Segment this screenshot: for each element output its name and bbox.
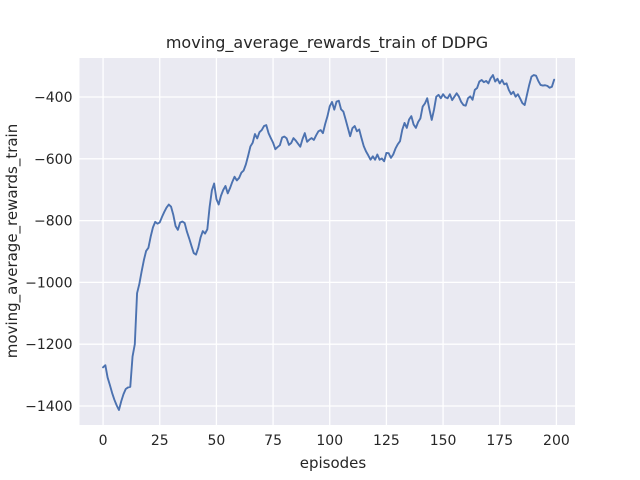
x-tick-label: 75 (264, 433, 282, 449)
y-tick-labels: −400 −600 −800 −1000 −1200 −1400 (25, 90, 72, 415)
x-tick-label: 150 (430, 433, 457, 449)
y-tick-label: −800 (34, 214, 72, 230)
grid-lines (79, 58, 575, 425)
x-tick-label: 125 (373, 433, 400, 449)
x-tick-label: 50 (207, 433, 225, 449)
x-tick-label: 175 (486, 433, 513, 449)
series-line (102, 74, 556, 411)
x-tick-label: 200 (543, 433, 570, 449)
x-tick-labels: 0 25 50 75 100 125 150 175 200 (99, 433, 570, 449)
y-tick-label: −1200 (25, 337, 72, 353)
x-axis-label: episodes (300, 454, 367, 472)
chart-title: moving_average_rewards_train of DDPG (166, 33, 488, 53)
y-tick-label: −400 (34, 90, 72, 106)
x-tick-label: 0 (99, 433, 108, 449)
x-tick-label: 100 (316, 433, 343, 449)
y-tick-label: −1000 (25, 275, 72, 291)
y-tick-label: −600 (34, 152, 72, 168)
y-axis-label: moving_average_rewards_train (3, 124, 22, 358)
x-tick-label: 25 (151, 433, 169, 449)
y-tick-label: −1400 (25, 399, 72, 415)
